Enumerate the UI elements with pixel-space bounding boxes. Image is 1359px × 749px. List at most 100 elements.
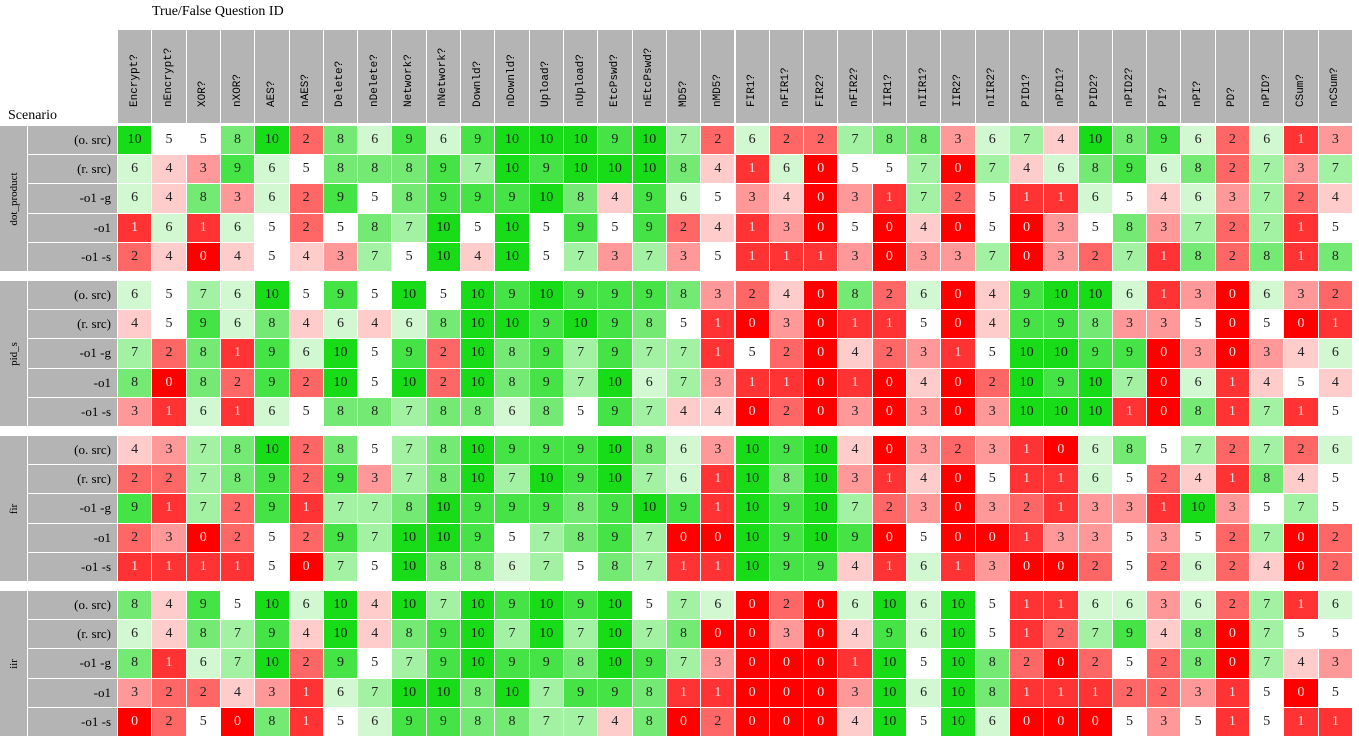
cell: 6 <box>1078 465 1112 494</box>
row-label: -o1 -s <box>28 242 117 271</box>
cell: 0 <box>804 591 838 620</box>
cell: 8 <box>1181 649 1215 678</box>
cell: 1 <box>1044 465 1078 494</box>
cell: 6 <box>975 707 1009 736</box>
group-label: iir <box>7 658 20 669</box>
cell: 10 <box>1181 494 1215 523</box>
cell: 7 <box>666 649 701 678</box>
cell: 0 <box>735 620 769 649</box>
cell: 1 <box>701 339 735 368</box>
column-label: nPI? <box>1192 80 1205 107</box>
cell: 2 <box>769 397 804 426</box>
cell: 3 <box>941 242 975 271</box>
cell: 0 <box>804 281 838 310</box>
cell: 8 <box>461 707 495 736</box>
cell: 7 <box>838 126 872 155</box>
cell: 2 <box>289 465 323 494</box>
column-header: nAES? <box>289 30 323 123</box>
cell: 1 <box>152 494 186 523</box>
cell: 9 <box>1044 310 1078 339</box>
cell: 2 <box>186 678 220 707</box>
cell: 2 <box>1078 649 1112 678</box>
row-header: Scenario <box>8 108 57 123</box>
cell: 3 <box>735 184 769 213</box>
cell: 8 <box>495 339 529 368</box>
cell: 6 <box>1078 436 1112 465</box>
cell: 10 <box>426 678 461 707</box>
cell: 8 <box>563 184 598 213</box>
cell: 2 <box>426 339 461 368</box>
group-label-cell: pid_s <box>0 281 27 426</box>
cell: 3 <box>769 620 804 649</box>
cell: 6 <box>358 126 392 155</box>
cell: 3 <box>1284 155 1318 184</box>
cell: 0 <box>941 523 975 552</box>
cell: 5 <box>563 397 598 426</box>
group-label-cell: dot_product <box>0 126 27 271</box>
cell: 7 <box>907 155 941 184</box>
column-label: AES? <box>265 80 278 107</box>
cell: 0 <box>804 155 838 184</box>
cell: 1 <box>1044 494 1078 523</box>
cell: 6 <box>632 368 666 397</box>
cell: 1 <box>701 465 735 494</box>
cell: 9 <box>598 494 632 523</box>
cell: 0 <box>735 707 769 736</box>
column-header: nCSum? <box>1318 30 1352 123</box>
cell: 0 <box>769 707 804 736</box>
cell: 10 <box>598 591 632 620</box>
cell: 5 <box>975 213 1009 242</box>
cell: 8 <box>495 368 529 397</box>
cell: 7 <box>1250 591 1284 620</box>
cell: 4 <box>118 436 152 465</box>
cell: 3 <box>975 552 1009 581</box>
cell: 5 <box>529 242 563 271</box>
cell: 9 <box>529 155 563 184</box>
cell: 9 <box>323 281 358 310</box>
cell: 10 <box>323 620 358 649</box>
cell: 5 <box>563 552 598 581</box>
cell: 0 <box>804 707 838 736</box>
cell: 7 <box>632 523 666 552</box>
cell: 5 <box>666 310 701 339</box>
cell: 5 <box>358 436 392 465</box>
cell: 0 <box>941 310 975 339</box>
cell: 10 <box>735 523 769 552</box>
cell: 3 <box>769 213 804 242</box>
cell: 6 <box>1044 155 1078 184</box>
cell: 4 <box>358 310 392 339</box>
cell: 3 <box>666 242 701 271</box>
cell: 10 <box>323 339 358 368</box>
column-header: Delete? <box>323 30 358 123</box>
cell: 0 <box>941 494 975 523</box>
cell: 10 <box>941 707 975 736</box>
cell: 10 <box>461 281 495 310</box>
cell: 9 <box>563 281 598 310</box>
cell: 7 <box>1250 649 1284 678</box>
cell: 10 <box>632 494 666 523</box>
cell: 7 <box>392 213 426 242</box>
cell: 0 <box>186 242 220 271</box>
cell: 5 <box>1181 707 1215 736</box>
cell: 5 <box>1284 620 1318 649</box>
cell: 8 <box>1078 155 1112 184</box>
cell: 5 <box>1147 436 1181 465</box>
cell: 2 <box>1284 184 1318 213</box>
cell: 3 <box>838 678 872 707</box>
cell: 9 <box>1112 620 1147 649</box>
row-label: -o1 -s <box>28 552 117 581</box>
cell: 5 <box>289 155 323 184</box>
cell: 7 <box>358 678 392 707</box>
cell: 8 <box>1250 242 1284 271</box>
cell: 6 <box>1250 126 1284 155</box>
row-label: (o. src) <box>28 436 117 465</box>
cell: 9 <box>769 523 804 552</box>
cell: 1 <box>838 368 872 397</box>
cell: 8 <box>529 397 563 426</box>
cell: 10 <box>495 310 529 339</box>
cell: 9 <box>529 339 563 368</box>
cell: 10 <box>461 310 495 339</box>
cell: 8 <box>1181 397 1215 426</box>
cell: 4 <box>701 397 735 426</box>
cell: 8 <box>323 436 358 465</box>
